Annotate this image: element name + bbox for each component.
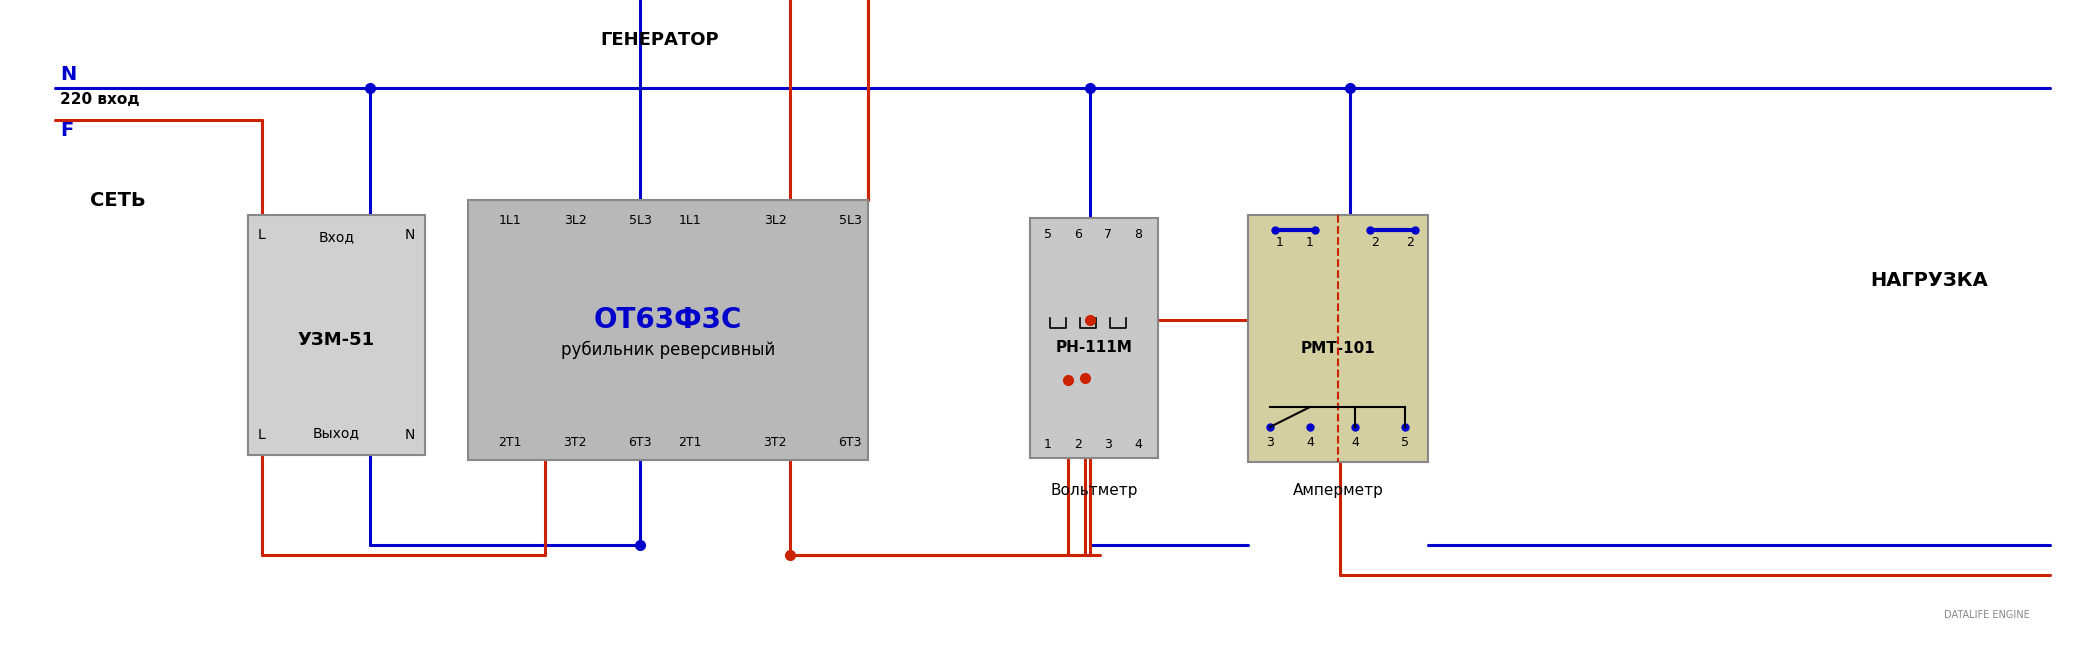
Text: 5L3: 5L3 (838, 214, 861, 227)
Text: 4: 4 (1350, 435, 1358, 448)
Text: 3L2: 3L2 (564, 214, 587, 227)
Text: 2: 2 (1407, 236, 1415, 249)
Text: 3T2: 3T2 (562, 435, 587, 448)
Text: N: N (405, 428, 416, 442)
Text: Вольтметр: Вольтметр (1051, 482, 1137, 498)
Text: Выход: Выход (314, 426, 359, 440)
Text: 5L3: 5L3 (629, 214, 652, 227)
Text: 1L1: 1L1 (679, 214, 702, 227)
Text: 3L2: 3L2 (763, 214, 786, 227)
Text: 2T1: 2T1 (679, 435, 702, 448)
Text: L: L (257, 428, 265, 442)
Text: РН-111М: РН-111М (1055, 341, 1133, 356)
Bar (468, 200, 867, 460)
Text: 3: 3 (1104, 437, 1112, 450)
Text: 2: 2 (1371, 236, 1379, 249)
Text: L: L (257, 228, 265, 242)
Text: 6: 6 (1074, 228, 1083, 241)
Text: 4: 4 (1135, 437, 1141, 450)
Text: 1: 1 (1277, 236, 1283, 249)
Text: DATALIFE ENGINE: DATALIFE ENGINE (1944, 610, 2029, 620)
Text: Амперметр: Амперметр (1292, 482, 1384, 498)
Text: N: N (61, 66, 75, 84)
Text: 1: 1 (1045, 437, 1051, 450)
Text: 6T3: 6T3 (629, 435, 652, 448)
Text: УЗМ-51: УЗМ-51 (299, 331, 374, 349)
Text: рубильник реверсивный: рубильник реверсивный (560, 341, 775, 359)
Text: ГЕНЕРАТОР: ГЕНЕРАТОР (600, 31, 719, 49)
Text: N: N (405, 228, 416, 242)
Text: 5: 5 (1045, 228, 1051, 241)
Text: 4: 4 (1306, 435, 1315, 448)
Text: ОТ63Ф3С: ОТ63Ф3С (594, 306, 742, 334)
Text: НАГРУЗКА: НАГРУЗКА (1871, 271, 1988, 289)
Text: 6T3: 6T3 (838, 435, 861, 448)
Text: 2: 2 (1074, 437, 1083, 450)
Text: 3: 3 (1267, 435, 1275, 448)
Text: F: F (61, 121, 73, 140)
Text: 1L1: 1L1 (500, 214, 520, 227)
Bar (1030, 218, 1158, 458)
Text: 3T2: 3T2 (763, 435, 786, 448)
Text: 5: 5 (1400, 435, 1409, 448)
Text: 1: 1 (1306, 236, 1315, 249)
Text: 220 вход: 220 вход (61, 93, 140, 108)
Bar (249, 215, 424, 455)
Text: 7: 7 (1104, 228, 1112, 241)
Text: 2T1: 2T1 (497, 435, 522, 448)
Text: Вход: Вход (318, 230, 355, 244)
Text: 8: 8 (1135, 228, 1141, 241)
Text: РМТ-101: РМТ-101 (1300, 341, 1375, 356)
Text: СЕТЬ: СЕТЬ (90, 191, 146, 210)
Bar (1248, 215, 1427, 462)
